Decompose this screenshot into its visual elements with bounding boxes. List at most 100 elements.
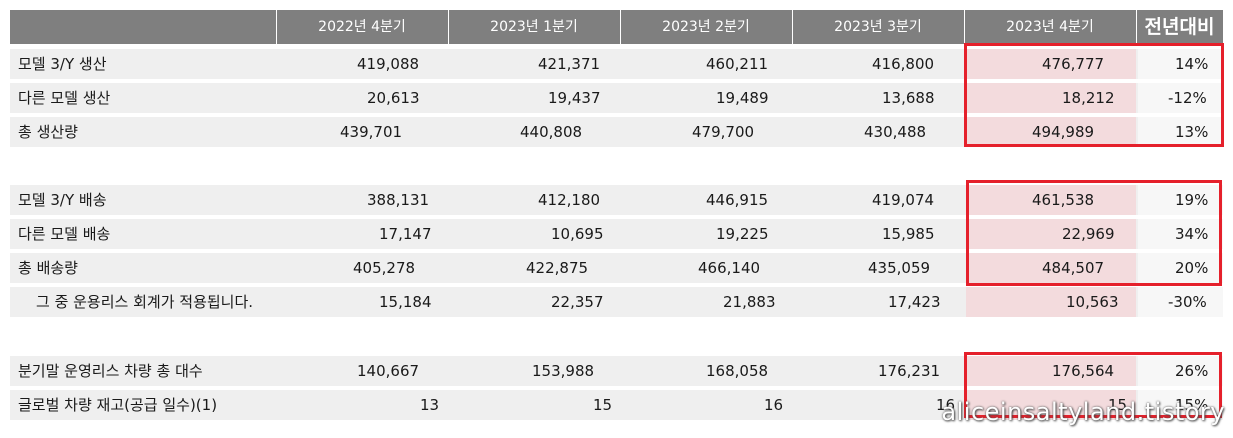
yoy-cell	[1138, 287, 1223, 317]
col-header-2023q2: 2023년 2분기	[662, 19, 750, 35]
cell-value: 168,058	[706, 362, 769, 380]
table-row: 총 배송량 405,278 422,875 466,140 435,059 48…	[10, 253, 1223, 283]
highlight-cell	[966, 219, 1136, 249]
yoy-value: 34%	[1175, 225, 1209, 243]
cell-value: 446,915	[706, 191, 769, 209]
header-divider	[448, 10, 449, 44]
yoy-value: 14%	[1175, 55, 1209, 73]
table-header: 2022년 4분기 2023년 1분기 2023년 2분기 2023년 3분기 …	[10, 10, 1223, 44]
cell-value: 10,695	[551, 225, 604, 243]
header-divider	[276, 10, 277, 44]
yoy-cell	[1138, 49, 1223, 79]
highlight-cell	[966, 83, 1136, 113]
cell-value: 416,800	[872, 55, 935, 73]
cell-value: 18,212	[1062, 89, 1115, 107]
highlight-cell	[966, 253, 1136, 283]
yoy-cell	[1138, 117, 1223, 147]
yoy-value: 20%	[1175, 259, 1209, 277]
cell-value: 176,231	[878, 362, 941, 380]
cell-value: 176,564	[1052, 362, 1115, 380]
cell-value: 22,357	[551, 293, 604, 311]
row-label: 총 생산량	[18, 123, 78, 141]
cell-value: 20,613	[367, 89, 420, 107]
table-row: 그 중 운용리스 회계가 적용됩니다. 15,184 22,357 21,883…	[10, 287, 1223, 317]
header-divider	[964, 10, 965, 44]
cell-value: 22,969	[1062, 225, 1115, 243]
row-label: 다른 모델 생산	[18, 89, 111, 107]
cell-value: 440,808	[520, 123, 583, 141]
cell-value: 15	[1108, 396, 1128, 414]
cell-value: 15,985	[882, 225, 935, 243]
cell-value: 16	[764, 396, 784, 414]
row-label: 그 중 운용리스 회계가 적용됩니다.	[36, 293, 254, 311]
col-header-2022q4: 2022년 4분기	[318, 19, 406, 35]
yoy-cell	[1138, 219, 1223, 249]
highlight-cell	[966, 117, 1136, 147]
col-header-2023q4: 2023년 4분기	[1006, 19, 1094, 35]
cell-value: 422,875	[526, 259, 589, 277]
col-header-2023q1: 2023년 1분기	[490, 19, 578, 35]
yoy-cell	[1138, 185, 1223, 215]
cell-value: 412,180	[538, 191, 601, 209]
cell-value: 388,131	[367, 191, 430, 209]
yoy-value: -12%	[1168, 89, 1207, 107]
row-label: 모델 3/Y 배송	[18, 191, 107, 209]
row-label: 분기말 운영리스 차량 총 대수	[18, 362, 203, 380]
cell-value: 15	[593, 396, 613, 414]
cell-value: 16	[936, 396, 956, 414]
cell-value: 430,488	[864, 123, 927, 141]
cell-value: 19,225	[716, 225, 769, 243]
table-row: 모델 3/Y 생산 419,088 421,371 460,211 416,80…	[10, 49, 1223, 79]
yoy-value: 15%	[1175, 396, 1209, 414]
row-label: 글로벌 차량 재고(공급 일수)(1)	[18, 396, 218, 414]
cell-value: 153,988	[532, 362, 595, 380]
highlight-cell	[966, 49, 1136, 79]
yoy-value: -30%	[1168, 293, 1207, 311]
yoy-cell	[1138, 83, 1223, 113]
cell-value: 13	[420, 396, 440, 414]
cell-value: 476,777	[1042, 55, 1105, 73]
table-row: 모델 3/Y 배송 388,131 412,180 446,915 419,07…	[10, 185, 1223, 215]
cell-value: 19,437	[548, 89, 601, 107]
cell-value: 140,667	[357, 362, 420, 380]
table-row: 다른 모델 배송 17,147 10,695 19,225 15,985 22,…	[10, 219, 1223, 249]
yoy-cell	[1138, 356, 1223, 386]
cell-value: 460,211	[706, 55, 769, 73]
cell-value: 466,140	[698, 259, 761, 277]
col-header-2023q3: 2023년 3분기	[834, 19, 922, 35]
highlight-box	[964, 43, 1224, 147]
highlight-box	[966, 180, 1222, 286]
table-row: 다른 모델 생산 20,613 19,437 19,489 13,688 18,…	[10, 83, 1223, 113]
cell-value: 484,507	[1042, 259, 1105, 277]
cell-value: 19,489	[716, 89, 769, 107]
watermark-text: aliceinsaltyland.tistory	[941, 398, 1225, 426]
cell-value: 461,538	[1032, 191, 1095, 209]
highlight-cell	[966, 356, 1136, 386]
cell-value: 10,563	[1066, 293, 1119, 311]
table-row: 총 생산량 439,701 440,808 479,700 430,488 49…	[10, 117, 1223, 147]
header-divider	[792, 10, 793, 44]
cell-value: 17,423	[888, 293, 941, 311]
yoy-value: 26%	[1175, 362, 1209, 380]
cell-value: 13,688	[882, 89, 935, 107]
yoy-cell	[1138, 253, 1223, 283]
cell-value: 419,074	[872, 191, 935, 209]
cell-value: 479,700	[692, 123, 755, 141]
header-divider	[1136, 10, 1137, 44]
header-divider	[620, 10, 621, 44]
cell-value: 419,088	[357, 55, 420, 73]
cell-value: 15,184	[379, 293, 432, 311]
yoy-value: 13%	[1175, 123, 1209, 141]
row-label: 총 배송량	[18, 259, 78, 277]
cell-value: 21,883	[723, 293, 776, 311]
highlight-box	[964, 352, 1222, 418]
cell-value: 435,059	[868, 259, 931, 277]
cell-value: 17,147	[379, 225, 432, 243]
highlight-cell	[966, 287, 1136, 317]
highlight-cell	[966, 185, 1136, 215]
cell-value: 405,278	[353, 259, 416, 277]
row-label: 다른 모델 배송	[18, 225, 111, 243]
cell-value: 494,989	[1032, 123, 1095, 141]
cell-value: 421,371	[538, 55, 601, 73]
yoy-value: 19%	[1175, 191, 1209, 209]
